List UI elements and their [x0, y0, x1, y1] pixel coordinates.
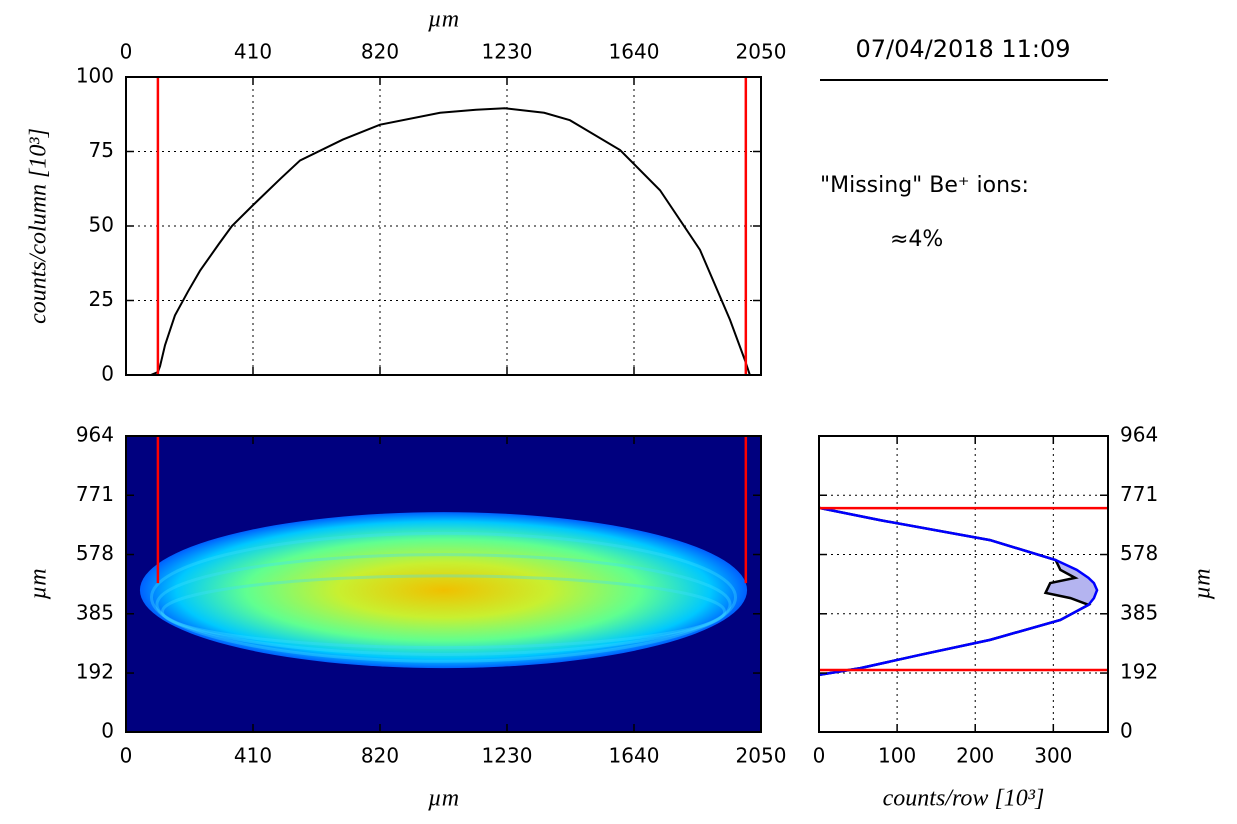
x-axis-label: µm — [428, 786, 459, 812]
y-tick-label: 771 — [1120, 482, 1158, 506]
x-tick-label: 1230 — [482, 744, 533, 768]
y-tick-label: 578 — [1120, 541, 1158, 565]
x-tick-label: 0 — [120, 40, 133, 64]
y-tick-label: 771 — [76, 482, 114, 506]
x-axis-label: µm — [428, 7, 459, 33]
plot-area — [126, 77, 761, 375]
axes-frame — [125, 435, 762, 733]
missing-area — [819, 507, 1098, 675]
y-tick-label: 385 — [76, 600, 114, 624]
ion-cloud — [139, 512, 748, 669]
y-tick-label: 964 — [1120, 423, 1158, 447]
x-tick-label: 1230 — [482, 40, 533, 64]
y-tick-label: 192 — [76, 660, 114, 684]
y-tick-label: 0 — [101, 719, 114, 743]
x-tick-label: 0 — [120, 744, 133, 768]
y-axis-label: µm — [1190, 568, 1216, 599]
x-axis-label: counts/row [10³] — [883, 786, 1045, 812]
x-tick-label: 2050 — [736, 40, 787, 64]
missing-label: "Missing" Be⁺ ions: — [820, 173, 1029, 198]
x-tick-label: 1640 — [609, 744, 660, 768]
y-tick-label: 50 — [89, 213, 114, 237]
plot-area — [819, 436, 1108, 732]
fringe — [155, 553, 732, 656]
x-tick-label: 0 — [813, 744, 826, 768]
x-tick-label: 2050 — [736, 744, 787, 768]
x-tick-label: 820 — [361, 40, 399, 64]
y-tick-label: 75 — [89, 138, 114, 162]
y-tick-label: 578 — [76, 541, 114, 565]
fringe — [160, 574, 727, 650]
x-tick-label: 410 — [234, 40, 272, 64]
fringe — [149, 531, 738, 663]
y-axis-label: counts/column [10³] — [26, 128, 52, 324]
y-tick-label: 100 — [76, 64, 114, 88]
x-tick-label: 1640 — [609, 40, 660, 64]
y-tick-label: 0 — [1120, 719, 1133, 743]
timestamp: 07/04/2018 11:09 — [855, 35, 1070, 63]
missing-value: ≈4% — [890, 227, 943, 252]
y-tick-label: 192 — [1120, 660, 1158, 684]
x-tick-label: 100 — [878, 744, 916, 768]
y-tick-label: 964 — [76, 423, 114, 447]
data-line — [126, 107, 761, 375]
plot-area — [126, 436, 761, 732]
y-tick-label: 385 — [1120, 600, 1158, 624]
x-tick-label: 410 — [234, 744, 272, 768]
y-tick-label: 0 — [101, 362, 114, 386]
profile-line — [819, 506, 1099, 677]
x-tick-label: 300 — [1034, 744, 1072, 768]
y-axis-label: µm — [26, 568, 52, 599]
axes-frame — [125, 76, 762, 376]
axes-frame — [818, 435, 1109, 733]
x-tick-label: 200 — [956, 744, 994, 768]
x-tick-label: 820 — [361, 744, 399, 768]
y-tick-label: 25 — [89, 287, 114, 311]
